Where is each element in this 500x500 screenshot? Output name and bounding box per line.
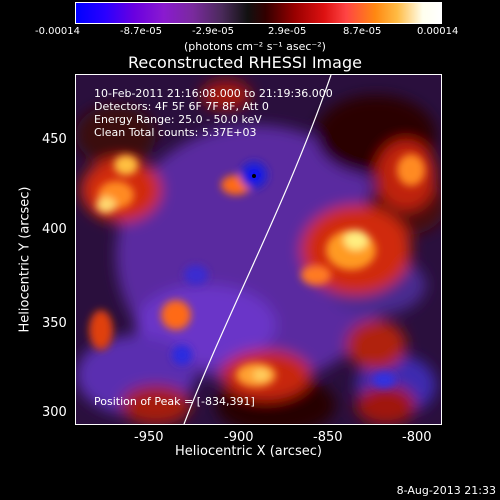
x-tick-label: -900 (224, 430, 254, 445)
colorbar-tick: -2.9e-05 (192, 26, 234, 37)
energy-range-text: Energy Range: 25.0 - 50.0 keV (94, 113, 262, 126)
y-tick-label: 300 (42, 405, 67, 420)
y-tick-label: 350 (42, 316, 67, 331)
image-plot: 10-Feb-2011 21:16:08.000 to 21:19:36.000… (75, 74, 442, 425)
colorbar-units: (photons cm⁻² s⁻¹ asec⁻²) (184, 40, 326, 53)
plot-title: Reconstructed RHESSI Image (128, 53, 362, 72)
colorbar-tick: 2.9e-05 (268, 26, 307, 37)
rhessi-map (76, 75, 441, 424)
solar-limb-line (183, 75, 332, 424)
colorbar-tick: 0.00014 (417, 26, 459, 37)
y-tick-label: 400 (42, 222, 67, 237)
x-tick-label: -800 (402, 430, 432, 445)
x-tick-label: -850 (313, 430, 343, 445)
peak-position-text: Position of Peak = [-834,391] (94, 395, 255, 408)
colorbar-tick: 8.7e-05 (343, 26, 382, 37)
y-axis-label: Heliocentric Y (arcsec) (17, 186, 33, 333)
colorbar-tick: -0.00014 (35, 26, 80, 37)
clean-counts-text: Clean Total counts: 5.37E+03 (94, 126, 257, 139)
colorbar-tick: -8.7e-05 (120, 26, 162, 37)
detectors-text: Detectors: 4F 5F 6F 7F 8F, Att 0 (94, 100, 269, 113)
peak-marker-icon (252, 174, 256, 178)
colorbar (75, 2, 442, 24)
x-axis-label: Heliocentric X (arcsec) (175, 444, 322, 459)
y-tick-label: 450 (42, 132, 67, 147)
x-tick-label: -950 (134, 430, 164, 445)
date-stamp: 8-Aug-2013 21:33 (396, 484, 496, 497)
time-range-text: 10-Feb-2011 21:16:08.000 to 21:19:36.000 (94, 87, 333, 100)
